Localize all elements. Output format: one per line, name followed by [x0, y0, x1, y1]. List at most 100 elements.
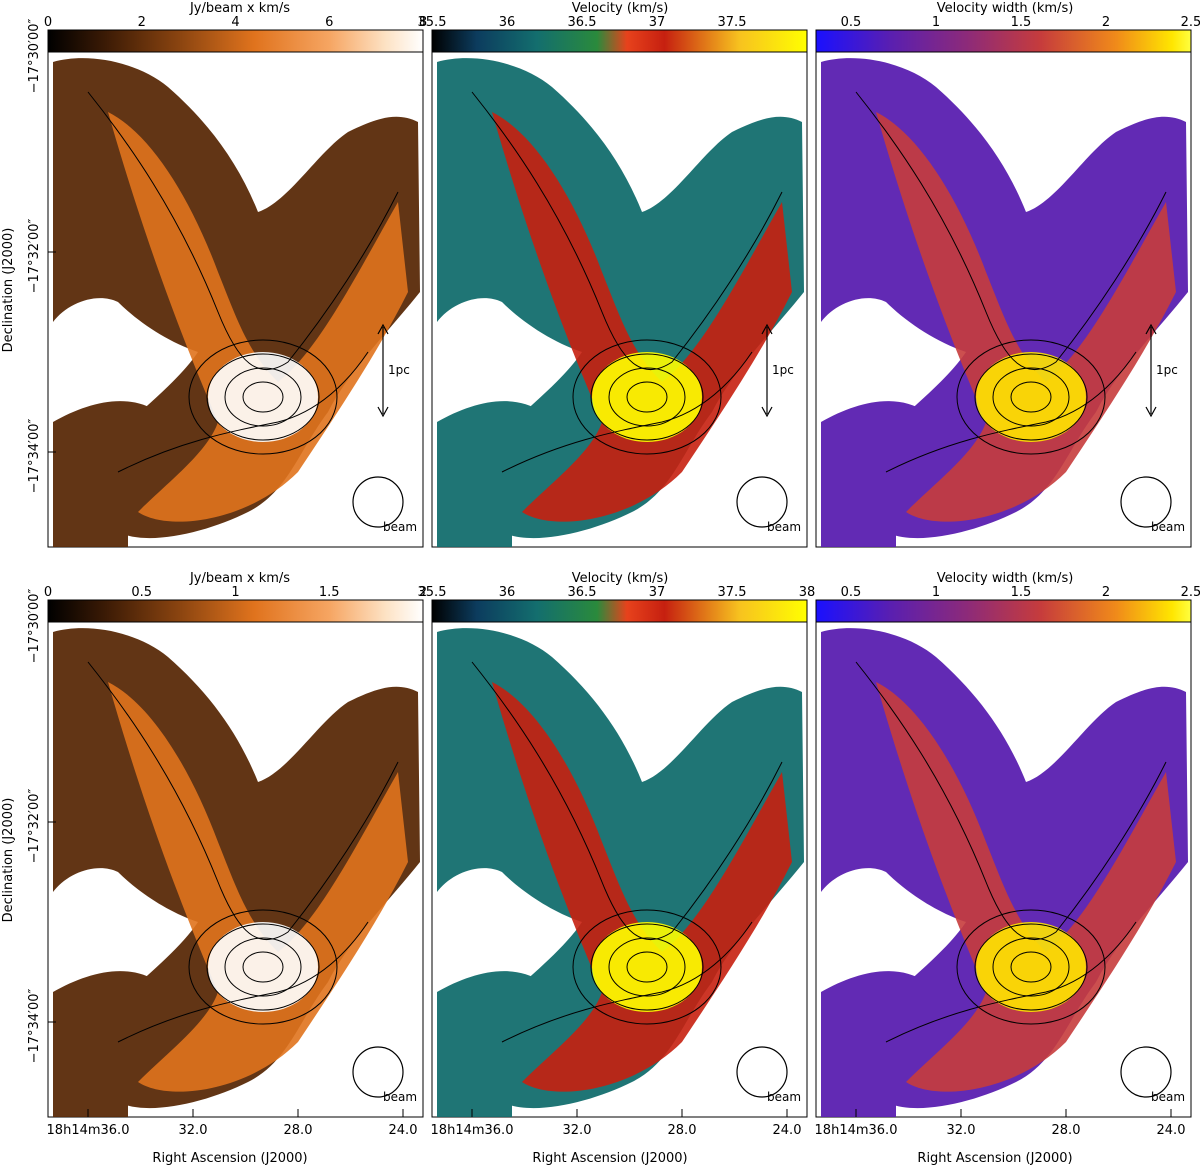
ra-tick-label: 28.0 [668, 1123, 697, 1138]
colorbar-title-velocity-top: Velocity (km/s) [572, 1, 669, 16]
contour-line [956, 909, 1106, 1025]
dec-tick-label: −17°34′00″ [27, 418, 42, 493]
colorbar-width-top [815, 29, 1192, 53]
cloud-peak [976, 352, 1086, 442]
contour-line [188, 909, 338, 1025]
colorbar-tick-label: 8 [419, 15, 427, 30]
colorbar-titles: Jy/beam x km/s Velocity (km/s) Velocity … [189, 1, 1073, 586]
colorbar-title-width-top: Velocity width (km/s) [937, 1, 1074, 16]
contour-line [87, 91, 399, 371]
contour-line [501, 351, 753, 473]
dec-tick-label: −17°32′00″ [27, 218, 42, 293]
contour-line [572, 909, 722, 1025]
colorbar-intensity-top [47, 29, 424, 53]
contour-line [992, 367, 1070, 427]
colorbar-tick-label: 0.5 [131, 585, 152, 600]
contour-line [992, 937, 1070, 997]
contour-line [242, 381, 284, 413]
contour-line [855, 91, 1167, 371]
ra-tick-label: 24.0 [389, 1123, 418, 1138]
colorbar-tick-label: 1 [231, 585, 239, 600]
colorbar-tick-label: 2 [419, 585, 427, 600]
contour-line [608, 367, 686, 427]
colorbar-tick-label: 4 [231, 15, 239, 30]
panel-intensity-top: 0 2 4 6 8 beam 1pc −17°30′00″ −17°32′00″ −17°34′0… [27, 15, 427, 548]
panel-width-bottom: 0.5 1 1.5 2 2.5 beam 18h14m36.0 32.0 28.0 24.0 [815, 585, 1200, 1138]
contour-line [855, 661, 1167, 941]
contour-line [224, 367, 302, 427]
beam-circle [1120, 476, 1172, 528]
contour-line [117, 921, 369, 1043]
ra-axis-label-2: Right Ascension (J2000) [532, 1151, 687, 1166]
dec-tick-label: −17°30′00″ [27, 18, 42, 93]
colorbar-width-bottom [815, 599, 1192, 623]
scale-bar-arrows [761, 323, 773, 418]
contour-line [117, 351, 369, 473]
colorbar-tick-label: 37 [649, 15, 666, 30]
contour-line [206, 923, 320, 1011]
scale-bar-label: 1pc [772, 363, 794, 377]
colorbar-tick-label: 1.5 [319, 585, 340, 600]
ra-tick-label: 32.0 [563, 1123, 592, 1138]
ra-tick-label: 18h14m36.0 [47, 1123, 130, 1138]
colorbar-tick-label: 6 [325, 15, 333, 30]
colorbar-tick-label: 37.5 [718, 15, 747, 30]
cloud-emission: beam [821, 628, 1188, 1117]
ra-tick-label: 28.0 [284, 1123, 313, 1138]
cloud-peak [208, 922, 318, 1012]
contour-line [224, 937, 302, 997]
colorbar-tick-label: 37.5 [718, 585, 747, 600]
colorbar-title-intensity-top: Jy/beam x km/s [189, 1, 290, 16]
scale-bar-label: 1pc [1156, 363, 1178, 377]
panel-velocity-top: 35.5 36 36.5 37 37.5 beam 1pc [418, 15, 808, 548]
dec-tick-label: −17°34′00″ [27, 988, 42, 1063]
contour-line [626, 381, 668, 413]
cloud-peak [592, 352, 702, 442]
panel-width-top: 0.5 1 1.5 2 2.5 beam 1pc [815, 15, 1200, 548]
beam-label: beam [1151, 520, 1185, 534]
dec-axis-label-top: Declination (J2000) [1, 228, 16, 353]
cloud-emission: beam 1pc [53, 58, 420, 547]
beam-label: beam [1151, 1090, 1185, 1104]
cloud-emission: beam 1pc [821, 58, 1188, 547]
colorbar-tick-label: 0.5 [841, 585, 862, 600]
colorbar-tick-label: 35.5 [418, 15, 447, 30]
contour-line [501, 921, 753, 1043]
dec-tick-label: −17°32′00″ [27, 788, 42, 863]
colorbar-tick-label: 36.5 [568, 15, 597, 30]
panel-velocity-bottom: 35.5 36 36.5 37 37.5 38 beam 18h14m36.0 32.0 28.0… [418, 585, 816, 1138]
colorbar-tick-label: 0 [44, 585, 52, 600]
contour-line [590, 353, 704, 441]
panel-intensity-bottom: 0 0.5 1 1.5 2 beam −17°30′00″ −17°32′00″ −17°34′… [27, 585, 427, 1138]
axis-labels: Declination (J2000) Declination (J2000) … [1, 228, 1073, 1166]
cloud-emission: beam 1pc [437, 58, 804, 547]
colorbar-tick-label: 36.5 [568, 585, 597, 600]
contour-line [885, 351, 1137, 473]
cloud-core [492, 682, 792, 1092]
beam-circle [1120, 1046, 1172, 1098]
cloud-emission: beam [53, 628, 420, 1117]
dec-tick-label: −17°30′00″ [27, 588, 42, 663]
cloud-core [492, 112, 792, 522]
colorbar-tick-label: 1 [932, 15, 940, 30]
cloud-core [108, 682, 408, 1092]
contour-line [471, 91, 783, 371]
cloud-core [876, 682, 1176, 1092]
ra-tick-label: 24.0 [1157, 1123, 1186, 1138]
beam-circle [352, 476, 404, 528]
colorbar-title-width-bottom: Velocity width (km/s) [937, 571, 1074, 586]
colorbar-tick-label: 1.5 [1011, 585, 1032, 600]
colorbar-tick-label: 2.5 [1181, 15, 1200, 30]
colorbar-tick-label: 1.5 [1011, 15, 1032, 30]
beam-circle [736, 1046, 788, 1098]
colorbar-tick-label: 0 [44, 15, 52, 30]
contour-line [242, 951, 284, 983]
beam-circle [352, 1046, 404, 1098]
ra-tick-label: 28.0 [1052, 1123, 1081, 1138]
contour-line [188, 339, 338, 455]
ra-axis-label-3: Right Ascension (J2000) [917, 1151, 1072, 1166]
contour-line [608, 937, 686, 997]
beam-label: beam [383, 1090, 417, 1104]
beam-circle [736, 476, 788, 528]
